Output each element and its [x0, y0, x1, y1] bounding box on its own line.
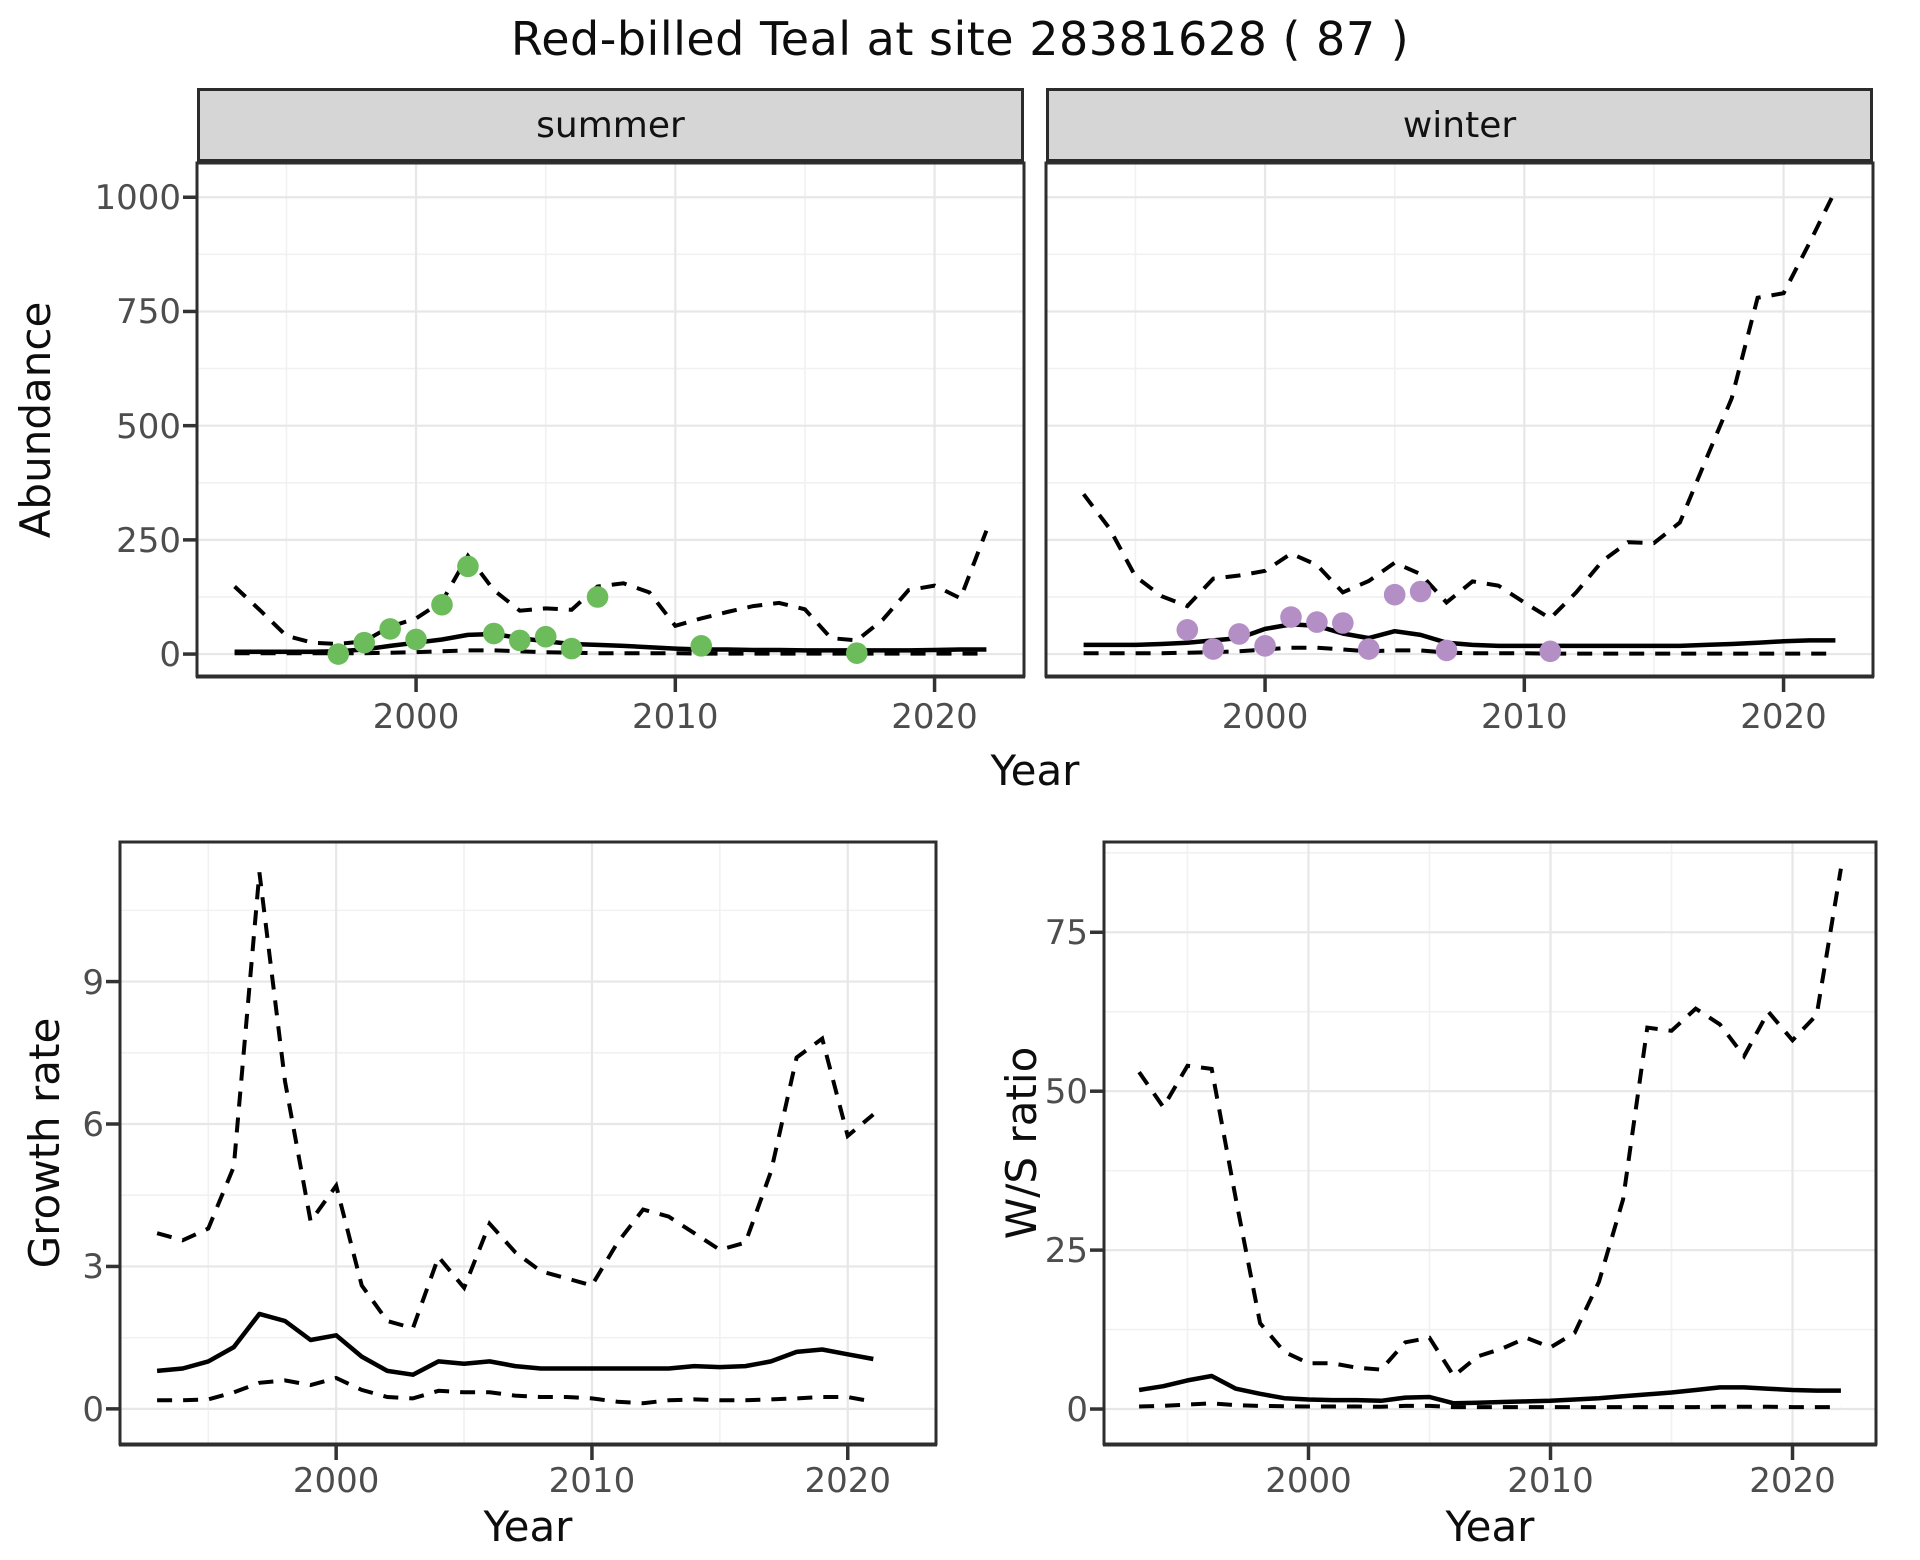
observation-point	[1228, 623, 1250, 645]
x-tick-label: 2010	[548, 1461, 636, 1501]
y-tick-label: 75	[1044, 913, 1088, 954]
y-tick-label: 750	[116, 292, 181, 333]
observation-point	[457, 555, 479, 578]
panel-background	[1104, 842, 1876, 1444]
y-tick-label: 9	[82, 962, 104, 1003]
observation-point	[845, 642, 868, 664]
lower-ci-line	[1083, 645, 1836, 656]
observation-point	[508, 629, 531, 652]
observation-point	[534, 625, 557, 648]
x-tick-label: 2020	[1740, 697, 1827, 737]
panel-background	[120, 842, 936, 1444]
observation-point	[353, 631, 376, 654]
y-tick-label: 250	[116, 520, 181, 561]
observation-point	[405, 628, 427, 651]
observation-point	[1383, 583, 1406, 606]
x-tick-label: 2000	[1265, 1461, 1352, 1501]
y-tick-label: 6	[82, 1105, 104, 1145]
observation-point	[327, 643, 350, 665]
observation-point	[379, 618, 401, 640]
facet-strip-winter-label: winter	[1402, 104, 1517, 146]
facet-strip-winter: winter	[1046, 88, 1873, 162]
y-tick-label: 25	[1044, 1231, 1088, 1272]
median-line	[1138, 1373, 1841, 1406]
y-tick-label: 0	[1066, 1390, 1088, 1431]
x-tick-label: 2020	[804, 1461, 891, 1501]
panel-background	[1046, 163, 1873, 676]
x-tick-label: 2010	[632, 697, 719, 737]
x-tick-label: 2000	[292, 1461, 380, 1501]
y-axis-title-ws-ratio: W/S ratio	[997, 1046, 1046, 1240]
lower-ci-line	[157, 1375, 874, 1406]
x-axis-title-year-bottom-right: Year	[1445, 1502, 1535, 1551]
panel-background	[197, 163, 1024, 676]
observation-point	[1202, 638, 1225, 660]
observation-point	[1357, 638, 1380, 660]
page-title: Red-billed Teal at site 28381628 ( 87 )	[510, 12, 1410, 66]
upper-ci-line	[1082, 189, 1838, 621]
x-tick-label: 2000	[1221, 697, 1309, 737]
observation-point	[1539, 640, 1562, 663]
observation-point	[1176, 619, 1199, 641]
observation-point	[1409, 580, 1432, 603]
y-tick-label: 50	[1044, 1072, 1088, 1113]
observation-point	[1332, 612, 1354, 634]
observation-point	[560, 637, 583, 660]
observation-point	[690, 635, 713, 657]
observation-point	[483, 622, 505, 645]
x-tick-label: 2020	[1749, 1461, 1836, 1501]
lower-ci-line	[1139, 1401, 1841, 1410]
x-tick-label: 2000	[372, 697, 460, 737]
observation-point	[1306, 611, 1328, 633]
y-tick-label: 0	[82, 1389, 104, 1430]
median-line	[156, 1311, 874, 1377]
y-tick-label: 1000	[94, 178, 181, 219]
y-tick-label: 3	[82, 1247, 104, 1288]
upper-ci-line	[1137, 868, 1843, 1379]
observation-point	[1254, 635, 1276, 657]
observation-point	[1280, 606, 1302, 628]
x-axis-title-year-bottom-left: Year	[483, 1502, 573, 1551]
x-tick-label: 2010	[1507, 1461, 1594, 1501]
observation-point	[431, 593, 453, 616]
x-axis-title-year-top: Year	[990, 746, 1080, 795]
upper-ci-line	[156, 872, 875, 1331]
y-tick-label: 0	[159, 635, 181, 676]
observation-point	[1435, 639, 1458, 662]
observation-point	[586, 586, 609, 608]
x-tick-label: 2010	[1481, 697, 1568, 737]
y-tick-label: 500	[116, 406, 181, 447]
facet-strip-summer-label: summer	[536, 104, 685, 146]
facet-strip-summer: summer	[197, 88, 1024, 162]
x-tick-label: 2020	[891, 697, 978, 737]
